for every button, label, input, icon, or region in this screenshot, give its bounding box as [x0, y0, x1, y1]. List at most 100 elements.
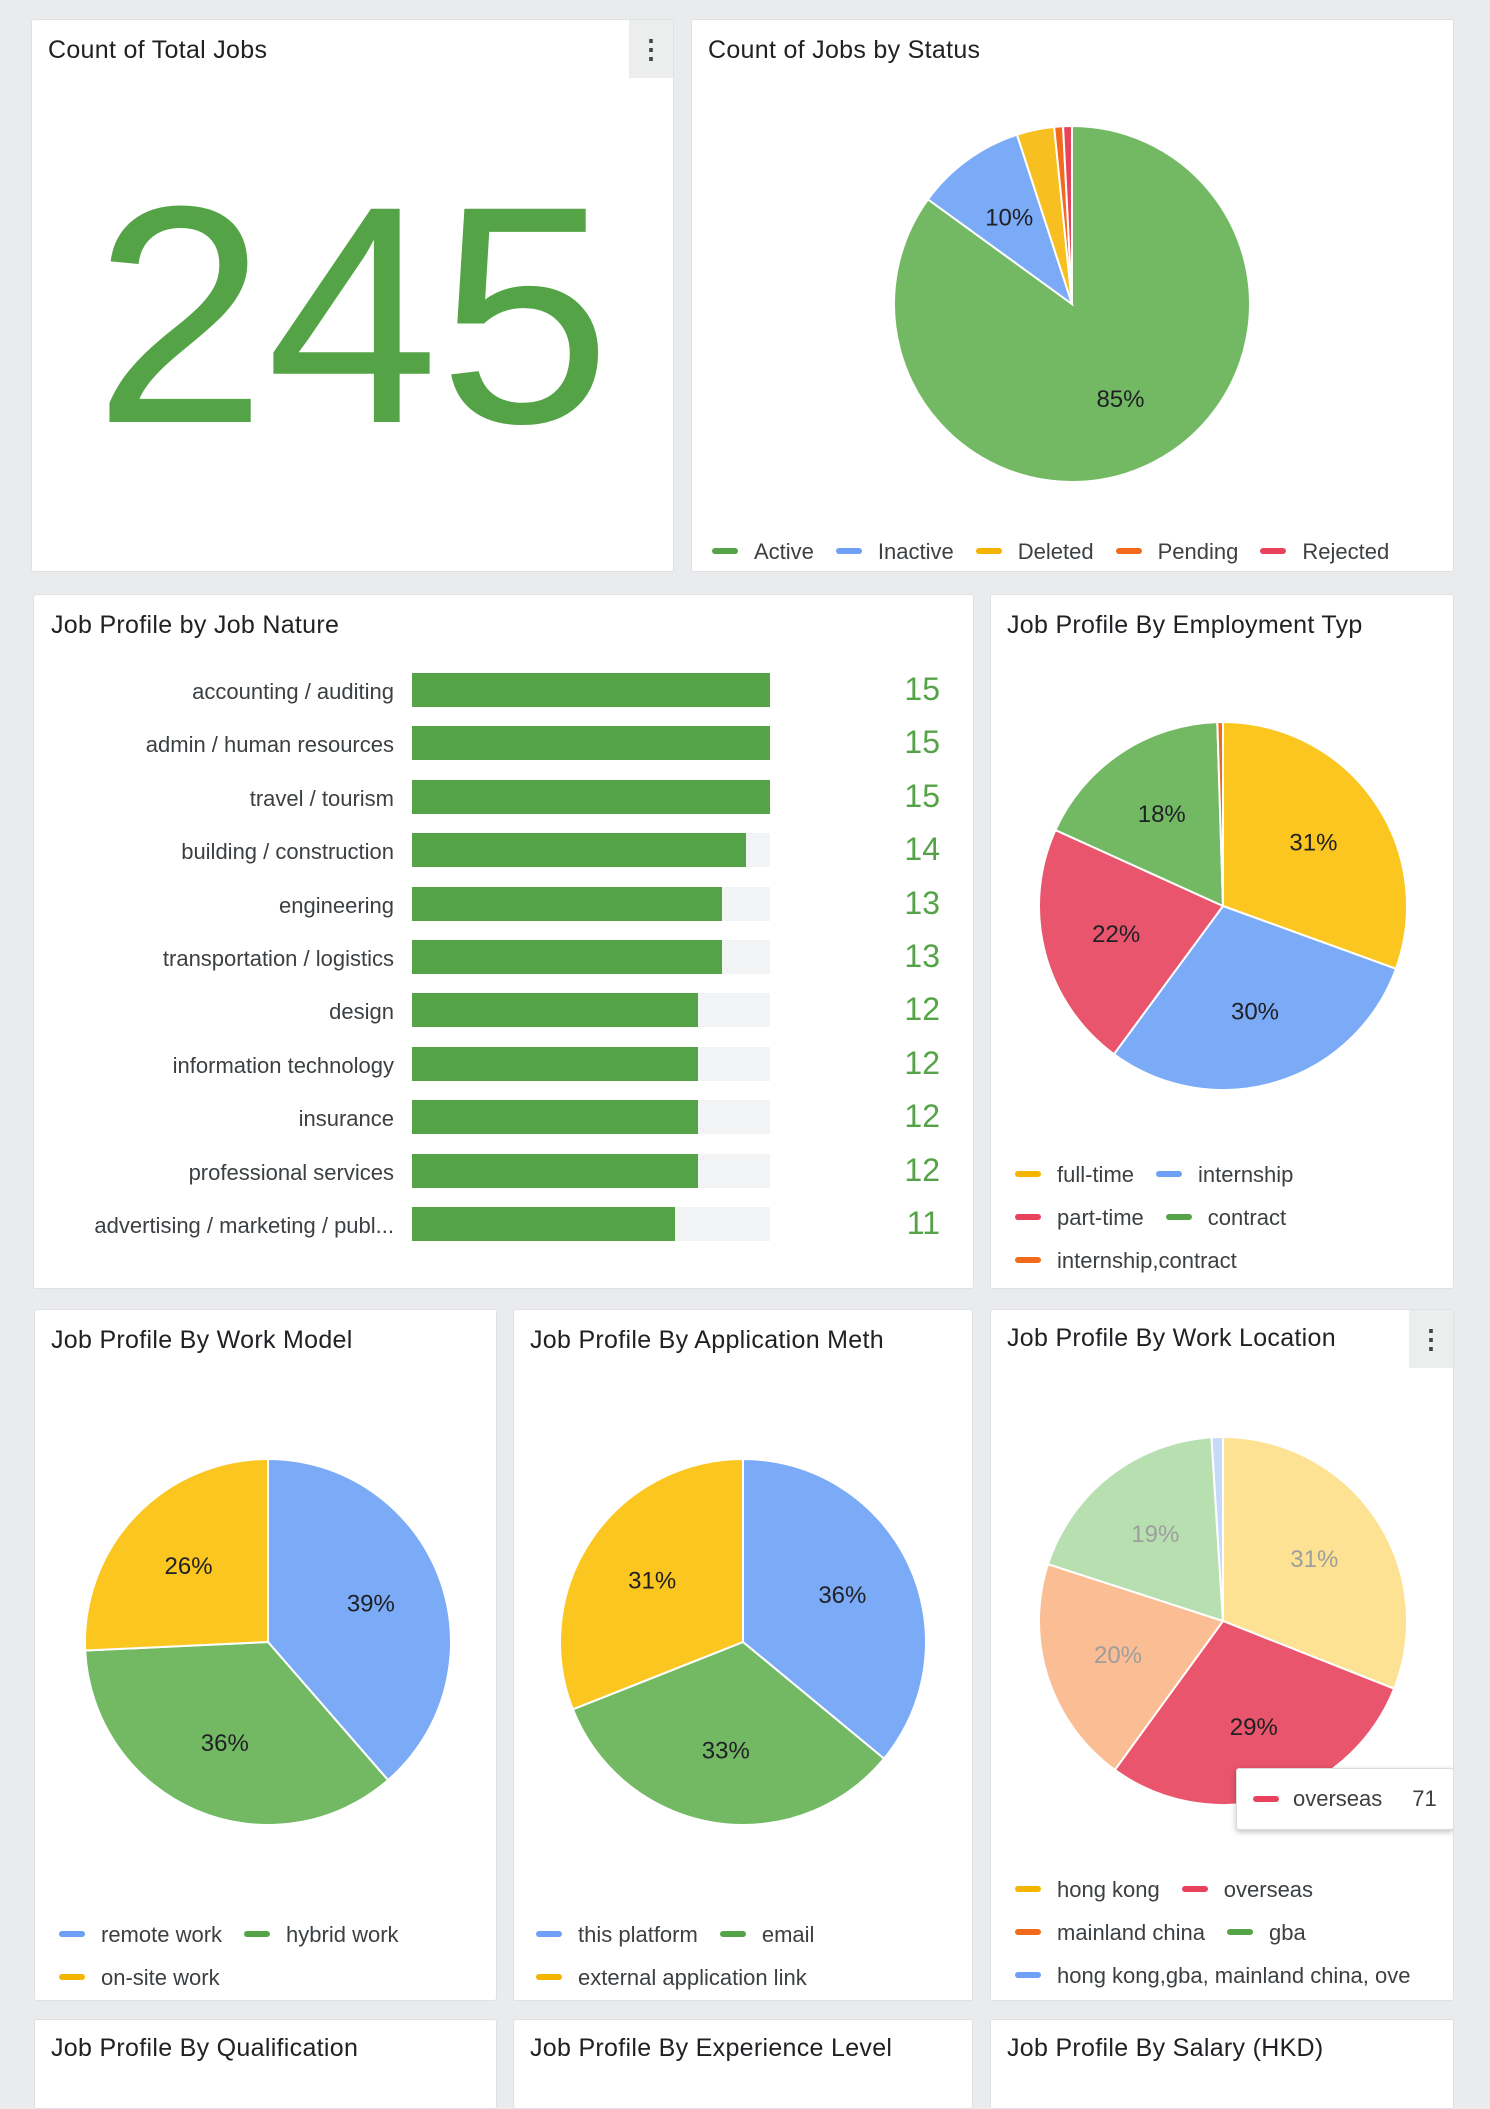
- more-vert-icon[interactable]: ⋮: [1409, 1310, 1453, 1368]
- bar[interactable]: [412, 779, 770, 814]
- panel-title: Job Profile by Job Nature: [51, 611, 340, 639]
- bar[interactable]: [412, 1046, 699, 1081]
- legend-swatch: [1015, 1972, 1041, 1978]
- legend-item-email[interactable]: email: [719, 1913, 814, 1956]
- bar[interactable]: [412, 833, 747, 868]
- work-model-pie-chart[interactable]: 39% 36% 26%: [35, 1310, 497, 1870]
- legend-item-full-time[interactable]: full-time: [1015, 1153, 1134, 1196]
- pie-slice-hong-kong[interactable]: [1222, 1435, 1408, 1691]
- bar-row[interactable]: insurance 12: [34, 1098, 973, 1151]
- pie-slice-hong-kong-gba-mainland-china-ove[interactable]: [1210, 1435, 1224, 1622]
- legend-item-hong-kong-gba-mainland-china-ove[interactable]: hong kong,gba, mainland china, ove: [1015, 1954, 1410, 1997]
- legend-item-deleted[interactable]: Deleted: [975, 530, 1094, 572]
- panel-title: Count of Total Jobs: [48, 36, 268, 64]
- bar-row[interactable]: accounting / auditing 15: [34, 671, 973, 724]
- legend-item-remote-work[interactable]: remote work: [59, 1913, 222, 1956]
- legend-swatch: [1015, 1886, 1041, 1892]
- legend-item-hybrid-work[interactable]: hybrid work: [244, 1913, 399, 1956]
- bar-track: [412, 779, 770, 814]
- employment-legend: full-time internship part-time contract inte…: [1015, 1148, 1315, 1277]
- pie-slice-contract[interactable]: [1054, 721, 1225, 908]
- pie-slice-external-application-link[interactable]: [559, 1457, 744, 1711]
- bar[interactable]: [412, 726, 770, 761]
- legend-swatch: [1015, 1257, 1041, 1263]
- total-jobs-panel: Count of Total Jobs ⋮ 245: [31, 19, 674, 572]
- pie-data-label: 22%: [1092, 921, 1140, 948]
- bar-value-label: 12: [904, 991, 940, 1028]
- bar[interactable]: [412, 1100, 699, 1135]
- legend-swatch: [1260, 548, 1287, 554]
- pie-slice-internship-contract[interactable]: [1216, 720, 1224, 907]
- bar-row[interactable]: professional services 12: [34, 1152, 973, 1205]
- bar[interactable]: [412, 940, 723, 974]
- pie-slice-full-time[interactable]: [1222, 720, 1408, 971]
- status-legend: Active Inactive Deleted Pending Rejected: [712, 525, 1411, 568]
- bar-track: [412, 673, 770, 707]
- bar[interactable]: [412, 673, 770, 707]
- legend-swatch: [59, 1931, 85, 1937]
- status-pie-chart[interactable]: 85% 10%: [692, 20, 1454, 500]
- bar-track: [412, 1046, 770, 1081]
- bar-category-label: information technology: [172, 1052, 394, 1078]
- pie-slice-rejected[interactable]: [1062, 124, 1073, 305]
- legend-swatch: [1226, 1929, 1253, 1935]
- pie-slice-email[interactable]: [571, 1640, 886, 1826]
- pie-data-label: 31%: [628, 1567, 676, 1594]
- legend-item-inactive[interactable]: Inactive: [835, 530, 954, 572]
- legend-item-part-time[interactable]: part-time: [1015, 1196, 1144, 1239]
- legend-item-gba[interactable]: gba: [1226, 1911, 1306, 1954]
- bar[interactable]: [412, 993, 699, 1028]
- legend-label: mainland china: [1057, 1919, 1205, 1945]
- legend-item-this-platform[interactable]: this platform: [536, 1913, 698, 1956]
- legend-item-on-site-work[interactable]: on-site work: [59, 1956, 220, 1999]
- legend-item-external-application-link[interactable]: external application link: [536, 1956, 807, 1999]
- legend-item-hong-kong[interactable]: hong kong: [1015, 1868, 1160, 1911]
- pie-data-label: 39%: [347, 1591, 395, 1618]
- legend-item-active[interactable]: Active: [712, 530, 814, 572]
- experience-level-panel: Job Profile By Experience Level: [513, 2019, 973, 2109]
- pie-slice-internship[interactable]: [1112, 904, 1398, 1091]
- bar[interactable]: [412, 1153, 699, 1188]
- more-vert-icon[interactable]: ⋮: [629, 20, 673, 78]
- bar-row[interactable]: advertising / marketing / publ... 11: [34, 1205, 973, 1258]
- legend-label: Deleted: [1017, 538, 1094, 564]
- legend-item-mainland-china[interactable]: mainland china: [1015, 1911, 1205, 1954]
- legend-item-overseas[interactable]: overseas: [1181, 1868, 1313, 1911]
- legend-label: full-time: [1057, 1161, 1135, 1187]
- legend-label: Rejected: [1302, 538, 1390, 564]
- job-nature-bar-chart: accounting / auditing 15 admin / human res…: [34, 595, 973, 1288]
- legend-swatch: [1181, 1886, 1208, 1892]
- bar-row[interactable]: admin / human resources 15: [34, 724, 973, 777]
- pie-slice-gba[interactable]: [1046, 1436, 1225, 1623]
- legend-item-pending[interactable]: Pending: [1115, 530, 1238, 572]
- bar-category-label: transportation / logistics: [162, 946, 394, 971]
- legend-item-internship-contract[interactable]: internship,contract: [1015, 1239, 1237, 1282]
- bar-row[interactable]: transportation / logistics 13: [34, 938, 973, 991]
- pie-slice-this-platform[interactable]: [742, 1457, 927, 1761]
- bar-value-label: 13: [904, 884, 940, 921]
- pie-slice-inactive[interactable]: [926, 133, 1074, 307]
- pie-slice-active[interactable]: [893, 124, 1251, 483]
- location-pie-chart[interactable]: 31% 29% 20% 19%: [991, 1310, 1454, 1870]
- pie-slice-remote-work[interactable]: [267, 1457, 452, 1782]
- bar-row[interactable]: travel / tourism 15: [34, 778, 973, 831]
- bar-row[interactable]: building / construction 14: [34, 831, 973, 884]
- legend-item-internship[interactable]: internship: [1156, 1153, 1293, 1196]
- application-pie-chart[interactable]: 36% 33% 31%: [514, 1310, 973, 1870]
- legend-label: hong kong: [1057, 1876, 1160, 1902]
- employment-pie-chart[interactable]: 31% 30% 22% 18%: [991, 595, 1454, 1155]
- legend-item-rejected[interactable]: Rejected: [1260, 530, 1390, 572]
- salary-panel: Job Profile By Salary (HKD): [990, 2019, 1454, 2109]
- legend-label: internship,contract: [1057, 1247, 1237, 1273]
- bar-row[interactable]: information technology 12: [34, 1044, 973, 1098]
- pie-slice-hybrid-work[interactable]: [84, 1640, 390, 1826]
- legend-item-contract[interactable]: contract: [1165, 1196, 1286, 1239]
- legend-label: this platform: [578, 1921, 698, 1947]
- pie-slice-mainland-china[interactable]: [1038, 1562, 1225, 1772]
- bar[interactable]: [412, 886, 723, 921]
- bar[interactable]: [412, 1207, 675, 1241]
- bar-value-label: 12: [904, 1044, 940, 1081]
- bar-row[interactable]: engineering 13: [34, 884, 973, 938]
- pie-slice-on-site-work[interactable]: [84, 1457, 269, 1652]
- bar-row[interactable]: design 12: [34, 991, 973, 1044]
